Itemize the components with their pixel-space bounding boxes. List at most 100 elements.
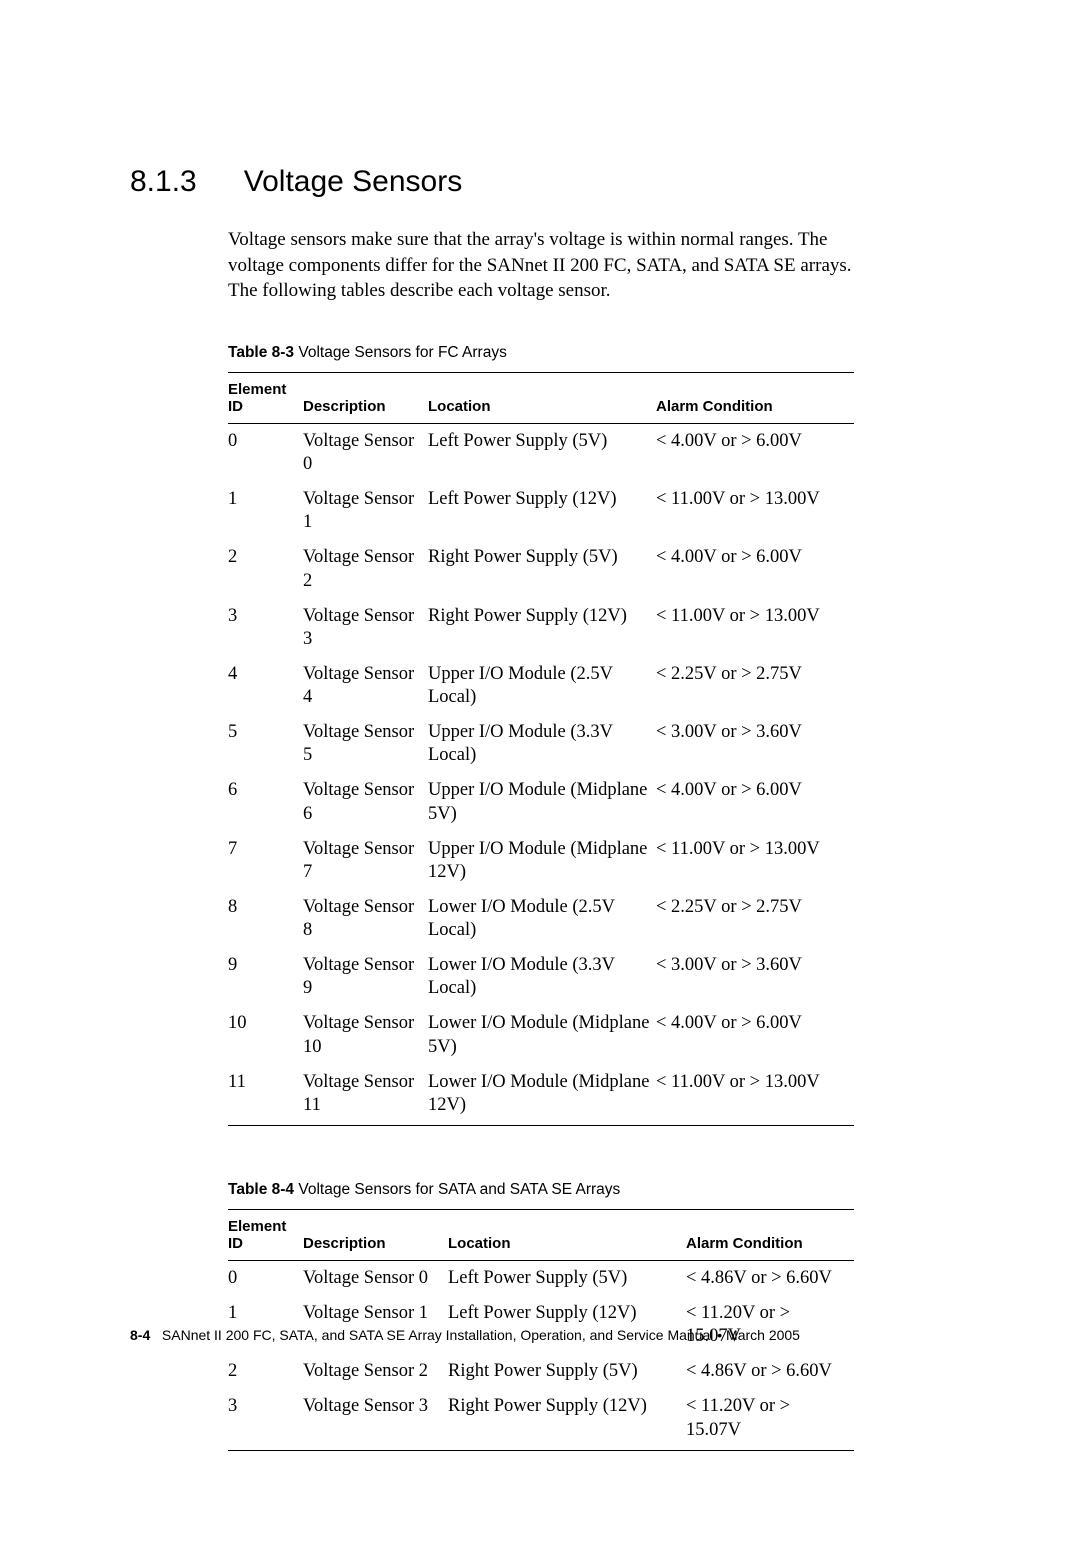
table-row: 8Voltage Sensor 8Lower I/O Module (2.5V … — [228, 890, 854, 948]
table-caption-2: Table 8-4 Voltage Sensors for SATA and S… — [228, 1181, 950, 1199]
table-cell: < 4.86V or > 6.60V — [686, 1260, 854, 1296]
table-cell: < 11.00V or > 13.00V — [656, 599, 854, 657]
page-number: 8-4 — [130, 1327, 150, 1343]
table-cell: < 2.25V or > 2.75V — [656, 657, 854, 715]
table-cell: Lower I/O Module (2.5V Local) — [428, 890, 656, 948]
table-row: 4Voltage Sensor 4Upper I/O Module (2.5V … — [228, 657, 854, 715]
table-cell: 3 — [228, 1389, 303, 1450]
table-cell: Left Power Supply (12V) — [448, 1296, 686, 1354]
table-row: 6Voltage Sensor 6Upper I/O Module (Midpl… — [228, 773, 854, 831]
voltage-table-fc: Element ID Description Location Alarm Co… — [228, 372, 854, 1126]
table-cell: Right Power Supply (12V) — [448, 1389, 686, 1450]
table-cell: Left Power Supply (5V) — [428, 423, 656, 482]
table-cell: 11 — [228, 1065, 303, 1126]
table-row: 7Voltage Sensor 7Upper I/O Module (Midpl… — [228, 832, 854, 890]
table-cell: Voltage Sensor 2 — [303, 540, 428, 598]
table-cell: < 4.00V or > 6.00V — [656, 1006, 854, 1064]
table-row: 5Voltage Sensor 5Upper I/O Module (3.3V … — [228, 715, 854, 773]
table-row: 2Voltage Sensor 2Right Power Supply (5V)… — [228, 1354, 854, 1389]
table-cell: < 11.00V or > 13.00V — [656, 832, 854, 890]
col-element-id: Element ID — [228, 372, 303, 423]
col-description: Description — [303, 372, 428, 423]
section-title: Voltage Sensors — [244, 165, 462, 199]
table-cell: Right Power Supply (12V) — [428, 599, 656, 657]
table-cell: Voltage Sensor 10 — [303, 1006, 428, 1064]
table-cell: 8 — [228, 890, 303, 948]
table-cell: Lower I/O Module (3.3V Local) — [428, 948, 656, 1006]
table-cell: 5 — [228, 715, 303, 773]
table-cell: Lower I/O Module (Midplane 5V) — [428, 1006, 656, 1064]
footer-text: SANnet II 200 FC, SATA, and SATA SE Arra… — [162, 1327, 800, 1343]
table-cell: 0 — [228, 1260, 303, 1296]
table-cell: Upper I/O Module (3.3V Local) — [428, 715, 656, 773]
table-cell: Upper I/O Module (2.5V Local) — [428, 657, 656, 715]
table-cell: Upper I/O Module (Midplane 5V) — [428, 773, 656, 831]
table-cell: Voltage Sensor 0 — [303, 1260, 448, 1296]
table-cell: 1 — [228, 482, 303, 540]
table-cell: < 11.20V or > 15.07V — [686, 1389, 854, 1450]
table-cell: 7 — [228, 832, 303, 890]
table-caption-label: Table 8-4 — [228, 1181, 294, 1198]
table-header-row: Element ID Description Location Alarm Co… — [228, 372, 854, 423]
table-cell: Voltage Sensor 11 — [303, 1065, 428, 1126]
table-row: 10Voltage Sensor 10Lower I/O Module (Mid… — [228, 1006, 854, 1064]
table-caption-1: Table 8-3 Voltage Sensors for FC Arrays — [228, 344, 950, 362]
table-caption-label: Table 8-3 — [228, 344, 294, 361]
table-cell: 4 — [228, 657, 303, 715]
table-cell: 3 — [228, 599, 303, 657]
table-cell: 1 — [228, 1296, 303, 1354]
table-cell: < 4.00V or > 6.00V — [656, 423, 854, 482]
document-page: 8.1.3 Voltage Sensors Voltage sensors ma… — [0, 0, 1080, 1556]
table-cell: Left Power Supply (5V) — [448, 1260, 686, 1296]
intro-paragraph: Voltage sensors make sure that the array… — [228, 227, 868, 304]
table-cell: Right Power Supply (5V) — [448, 1354, 686, 1389]
table-cell: Voltage Sensor 7 — [303, 832, 428, 890]
table-row: 1Voltage Sensor 1Left Power Supply (12V)… — [228, 482, 854, 540]
table-cell: Voltage Sensor 6 — [303, 773, 428, 831]
page-footer: 8-4 SANnet II 200 FC, SATA, and SATA SE … — [130, 1327, 800, 1343]
table-cell: Voltage Sensor 4 — [303, 657, 428, 715]
table-cell: 2 — [228, 540, 303, 598]
table-cell: Voltage Sensor 9 — [303, 948, 428, 1006]
col-element-id: Element ID — [228, 1209, 303, 1260]
table-cell: < 11.00V or > 13.00V — [656, 482, 854, 540]
table-caption-text: Voltage Sensors for SATA and SATA SE Arr… — [298, 1181, 620, 1198]
table-header-row: Element ID Description Location Alarm Co… — [228, 1209, 854, 1260]
table-cell: Voltage Sensor 5 — [303, 715, 428, 773]
table-cell: 6 — [228, 773, 303, 831]
table-row: 9Voltage Sensor 9Lower I/O Module (3.3V … — [228, 948, 854, 1006]
table-row: 1Voltage Sensor 1Left Power Supply (12V)… — [228, 1296, 854, 1354]
table-cell: < 2.25V or > 2.75V — [656, 890, 854, 948]
table-row: 11Voltage Sensor 11Lower I/O Module (Mid… — [228, 1065, 854, 1126]
table-cell: Voltage Sensor 1 — [303, 1296, 448, 1354]
table-cell: Voltage Sensor 3 — [303, 1389, 448, 1450]
col-location: Location — [428, 372, 656, 423]
table-cell: Voltage Sensor 3 — [303, 599, 428, 657]
section-number: 8.1.3 — [130, 165, 197, 199]
table-cell: 0 — [228, 423, 303, 482]
table-cell: 10 — [228, 1006, 303, 1064]
table-cell: < 3.00V or > 3.60V — [656, 948, 854, 1006]
table-cell: Upper I/O Module (Midplane 12V) — [428, 832, 656, 890]
table-cell: 9 — [228, 948, 303, 1006]
table-cell: < 11.00V or > 13.00V — [656, 1065, 854, 1126]
table-row: 3Voltage Sensor 3Right Power Supply (12V… — [228, 1389, 854, 1450]
table-row: 3Voltage Sensor 3Right Power Supply (12V… — [228, 599, 854, 657]
col-description: Description — [303, 1209, 448, 1260]
table-cell: Voltage Sensor 8 — [303, 890, 428, 948]
table-row: 0Voltage Sensor 0Left Power Supply (5V)<… — [228, 1260, 854, 1296]
table-cell: < 4.00V or > 6.00V — [656, 773, 854, 831]
table-row: 0Voltage Sensor 0Left Power Supply (5V)<… — [228, 423, 854, 482]
table-cell: < 11.20V or > 15.07V — [686, 1296, 854, 1354]
col-alarm: Alarm Condition — [656, 372, 854, 423]
section-heading: 8.1.3 Voltage Sensors — [130, 165, 950, 199]
table-cell: Voltage Sensor 0 — [303, 423, 428, 482]
table-cell: Left Power Supply (12V) — [428, 482, 656, 540]
table-cell: < 4.00V or > 6.00V — [656, 540, 854, 598]
col-location: Location — [448, 1209, 686, 1260]
table-cell: Voltage Sensor 2 — [303, 1354, 448, 1389]
table-cell: Voltage Sensor 1 — [303, 482, 428, 540]
table-caption-text: Voltage Sensors for FC Arrays — [298, 344, 506, 361]
col-alarm: Alarm Condition — [686, 1209, 854, 1260]
table-cell: < 3.00V or > 3.60V — [656, 715, 854, 773]
